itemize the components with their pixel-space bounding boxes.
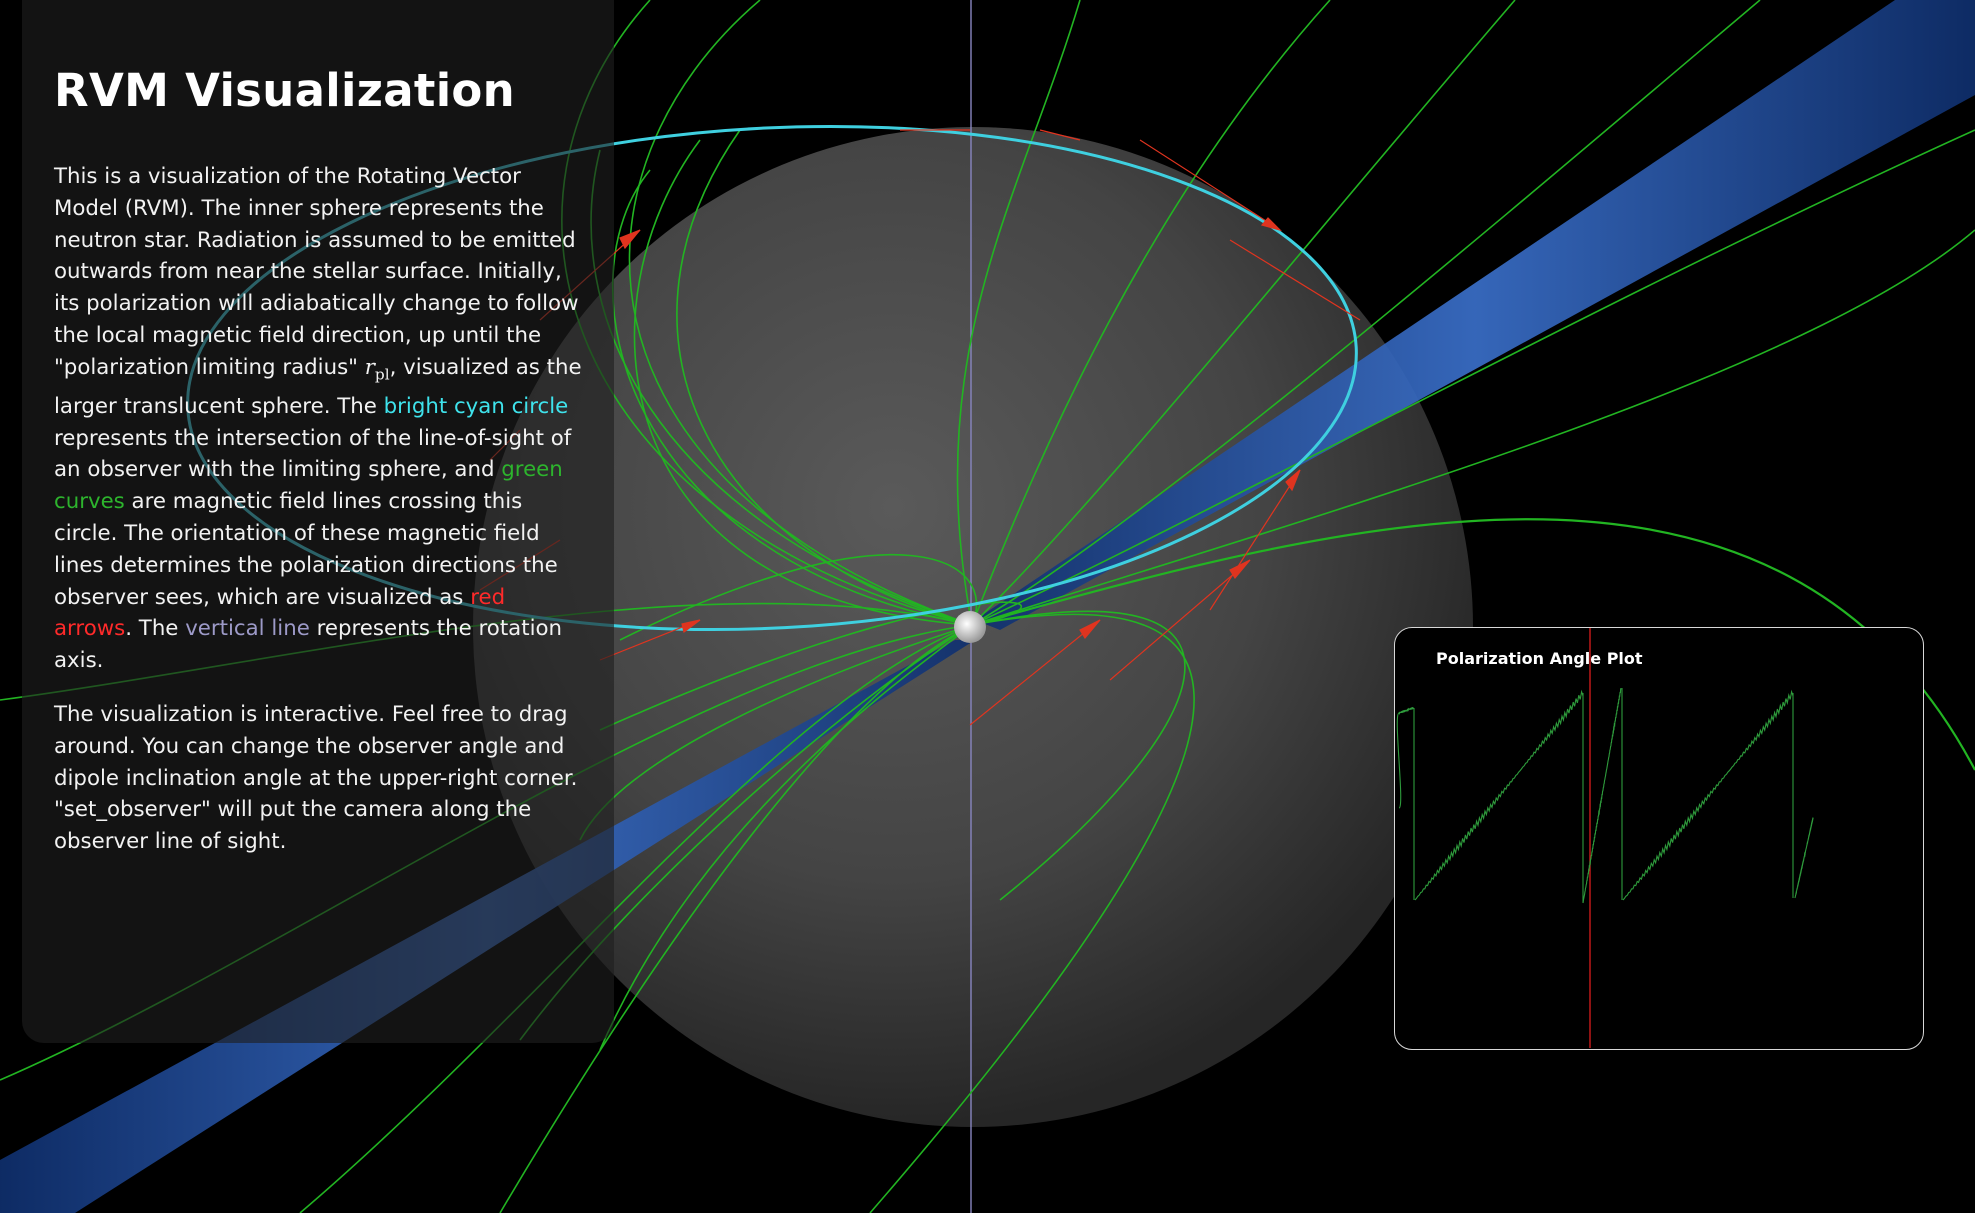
rpl-symbol-subscript: pl — [374, 365, 390, 384]
pa-curve-segment — [1398, 707, 1414, 716]
description-text: This is a visualization of the Rotating … — [54, 164, 579, 380]
cyan-circle-term: bright cyan circle — [383, 393, 569, 419]
green-curves-term: green curves — [54, 457, 563, 515]
description-text: , visualized as the larger translucent s… — [54, 354, 582, 419]
pa-curve-segment — [1414, 689, 1584, 901]
vertical-line-term: vertical line — [185, 616, 310, 642]
neutron-star — [954, 611, 986, 643]
info-panel: RVM Visualization This is a visualizatio… — [22, 0, 614, 1043]
rpl-symbol-main: r — [364, 354, 375, 380]
pa-curve-jump — [1396, 712, 1402, 809]
pa-curves — [1396, 687, 1814, 904]
description-paragraph: This is a visualization of the Rotating … — [54, 161, 582, 677]
pa-curve-segment — [1622, 689, 1794, 901]
plot-canvas — [1396, 628, 1814, 1048]
description-text: represents the rotation axis. — [54, 616, 563, 674]
rpl-symbol: rpl — [364, 354, 390, 384]
red-arrows-term: red arrows — [54, 584, 506, 642]
page-title: RVM Visualization — [54, 64, 515, 117]
polarization-angle-plot: Polarization Angle Plot — [1394, 627, 1924, 1050]
description-text: are magnetic field lines crossing this c… — [54, 489, 558, 610]
description-text: . The — [125, 616, 186, 642]
description-text: represents the intersection of the line-… — [54, 425, 572, 483]
pa-curve-segment — [1794, 817, 1814, 899]
interaction-paragraph: The visualization is interactive. Feel f… — [54, 702, 578, 855]
plot-title: Polarization Angle Plot — [1436, 649, 1643, 668]
pa-curve-segment — [1582, 688, 1622, 904]
